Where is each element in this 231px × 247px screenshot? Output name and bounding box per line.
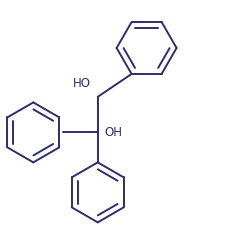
Text: OH: OH <box>104 126 122 139</box>
Text: HO: HO <box>73 77 91 90</box>
